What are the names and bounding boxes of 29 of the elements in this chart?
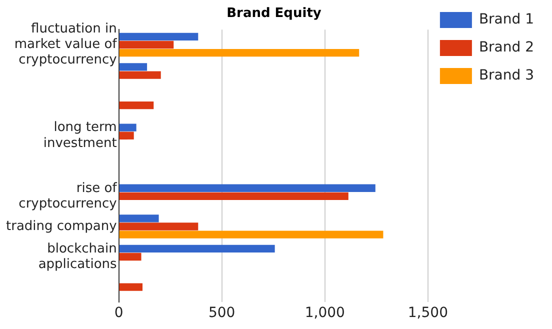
legend-label: Brand 2: [478, 40, 534, 56]
x-tick-label: 1,500: [408, 305, 448, 322]
bar: [119, 132, 134, 140]
x-tick-label: 500: [208, 305, 236, 322]
bar: [119, 40, 174, 49]
bar: [119, 48, 360, 57]
bar: [119, 252, 142, 261]
y-tick-label: fluctuation in market value of cryptocurrency: [14, 22, 118, 68]
bar: [119, 124, 136, 132]
bar: [119, 222, 198, 230]
bar: [119, 283, 143, 291]
x-tick-label: 1,000: [304, 305, 345, 322]
bar: [119, 71, 161, 79]
y-tick-label: rise of cryptocurrency: [18, 180, 118, 212]
bar: [119, 63, 148, 71]
x-tick-label: 0: [114, 305, 124, 322]
chart-title: Brand Equity: [226, 6, 322, 22]
y-tick-label: trading company: [6, 218, 118, 234]
bar: [119, 184, 376, 192]
bar: [119, 244, 275, 253]
bar: [119, 214, 159, 222]
bar: [119, 32, 198, 41]
legend-label: Brand 1: [478, 12, 534, 28]
bar: [119, 192, 348, 200]
legend-label: Brand 3: [478, 68, 534, 84]
y-tick-label: long term investment: [43, 120, 117, 151]
bar: [119, 230, 384, 238]
bar: [119, 101, 154, 110]
y-tick-label: blockchain applications: [38, 241, 118, 272]
